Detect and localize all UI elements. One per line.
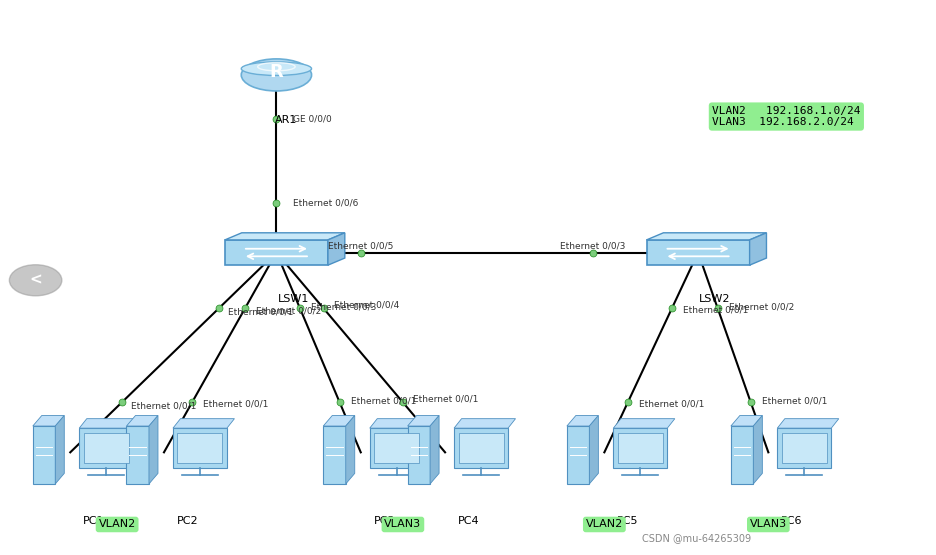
Text: VLAN2: VLAN2	[98, 519, 136, 529]
Polygon shape	[454, 418, 515, 428]
Text: VLAN2   192.168.1.0/24
VLAN3  192.168.2.0/24: VLAN2 192.168.1.0/24 VLAN3 192.168.2.0/2…	[711, 106, 859, 127]
Text: Ethernet 0/0/5: Ethernet 0/0/5	[328, 241, 393, 250]
Polygon shape	[149, 416, 158, 484]
Polygon shape	[613, 418, 674, 428]
Text: PC2: PC2	[176, 516, 198, 526]
Polygon shape	[730, 416, 762, 426]
Polygon shape	[749, 233, 766, 265]
Ellipse shape	[241, 59, 311, 91]
FancyBboxPatch shape	[177, 433, 222, 463]
FancyBboxPatch shape	[83, 433, 128, 463]
Text: Ethernet 0/0/3: Ethernet 0/0/3	[311, 302, 376, 311]
Polygon shape	[80, 418, 140, 428]
FancyBboxPatch shape	[781, 433, 826, 463]
Text: Ethernet 0/0/2: Ethernet 0/0/2	[728, 302, 793, 311]
Text: Ethernet 0/0/1: Ethernet 0/0/1	[350, 396, 416, 405]
Text: VLAN3: VLAN3	[749, 519, 786, 529]
Text: Ethernet 0/0/1: Ethernet 0/0/1	[202, 400, 268, 409]
Text: PC3: PC3	[373, 516, 394, 526]
Text: PC5: PC5	[617, 516, 637, 526]
Text: LSW2: LSW2	[698, 294, 730, 304]
FancyBboxPatch shape	[613, 428, 666, 468]
FancyBboxPatch shape	[777, 428, 830, 468]
Text: Ethernet 0/0/4: Ethernet 0/0/4	[333, 301, 399, 310]
Polygon shape	[55, 416, 65, 484]
Text: PC4: PC4	[457, 516, 479, 526]
Polygon shape	[407, 416, 439, 426]
FancyBboxPatch shape	[373, 433, 418, 463]
Polygon shape	[173, 418, 234, 428]
Polygon shape	[370, 418, 431, 428]
Polygon shape	[323, 416, 355, 426]
FancyBboxPatch shape	[80, 428, 133, 468]
FancyBboxPatch shape	[454, 428, 507, 468]
FancyBboxPatch shape	[33, 426, 55, 484]
Text: Ethernet 0/0/1: Ethernet 0/0/1	[682, 306, 747, 315]
FancyBboxPatch shape	[407, 426, 430, 484]
FancyBboxPatch shape	[323, 426, 345, 484]
Polygon shape	[777, 418, 838, 428]
Text: Ethernet 0/0/1: Ethernet 0/0/1	[228, 307, 293, 316]
Text: PC6: PC6	[781, 516, 801, 526]
Text: VLAN2: VLAN2	[585, 519, 622, 529]
Polygon shape	[430, 416, 439, 484]
Polygon shape	[126, 416, 158, 426]
FancyBboxPatch shape	[458, 433, 503, 463]
Text: AR1: AR1	[274, 115, 297, 125]
Text: Ethernet 0/0/1: Ethernet 0/0/1	[131, 401, 197, 410]
Polygon shape	[328, 233, 344, 265]
Text: <: <	[29, 273, 42, 288]
Polygon shape	[345, 416, 355, 484]
Circle shape	[9, 265, 62, 296]
Polygon shape	[225, 233, 344, 240]
FancyBboxPatch shape	[730, 426, 753, 484]
Text: GE 0/0/0: GE 0/0/0	[293, 115, 331, 124]
Text: Ethernet 0/0/1: Ethernet 0/0/1	[638, 400, 703, 408]
FancyBboxPatch shape	[566, 426, 589, 484]
Text: CSDN @mu-64265309: CSDN @mu-64265309	[641, 533, 750, 543]
Polygon shape	[33, 416, 65, 426]
FancyBboxPatch shape	[646, 240, 749, 265]
Text: Ethernet 0/0/3: Ethernet 0/0/3	[560, 241, 624, 250]
Text: PC1: PC1	[83, 516, 104, 526]
Polygon shape	[589, 416, 598, 484]
FancyBboxPatch shape	[225, 240, 328, 265]
Text: Ethernet 0/0/1: Ethernet 0/0/1	[761, 396, 826, 406]
FancyBboxPatch shape	[370, 428, 423, 468]
Text: Ethernet 0/0/6: Ethernet 0/0/6	[293, 198, 358, 208]
Text: R: R	[270, 63, 283, 81]
FancyBboxPatch shape	[126, 426, 149, 484]
Polygon shape	[646, 233, 766, 240]
Text: VLAN3: VLAN3	[384, 519, 421, 529]
Polygon shape	[566, 416, 598, 426]
Ellipse shape	[241, 62, 311, 75]
FancyBboxPatch shape	[173, 428, 227, 468]
Text: Ethernet 0/0/2: Ethernet 0/0/2	[256, 306, 320, 315]
Polygon shape	[753, 416, 762, 484]
Text: LSW1: LSW1	[277, 294, 309, 304]
FancyBboxPatch shape	[617, 433, 662, 463]
Text: Ethernet 0/0/1: Ethernet 0/0/1	[413, 395, 478, 404]
